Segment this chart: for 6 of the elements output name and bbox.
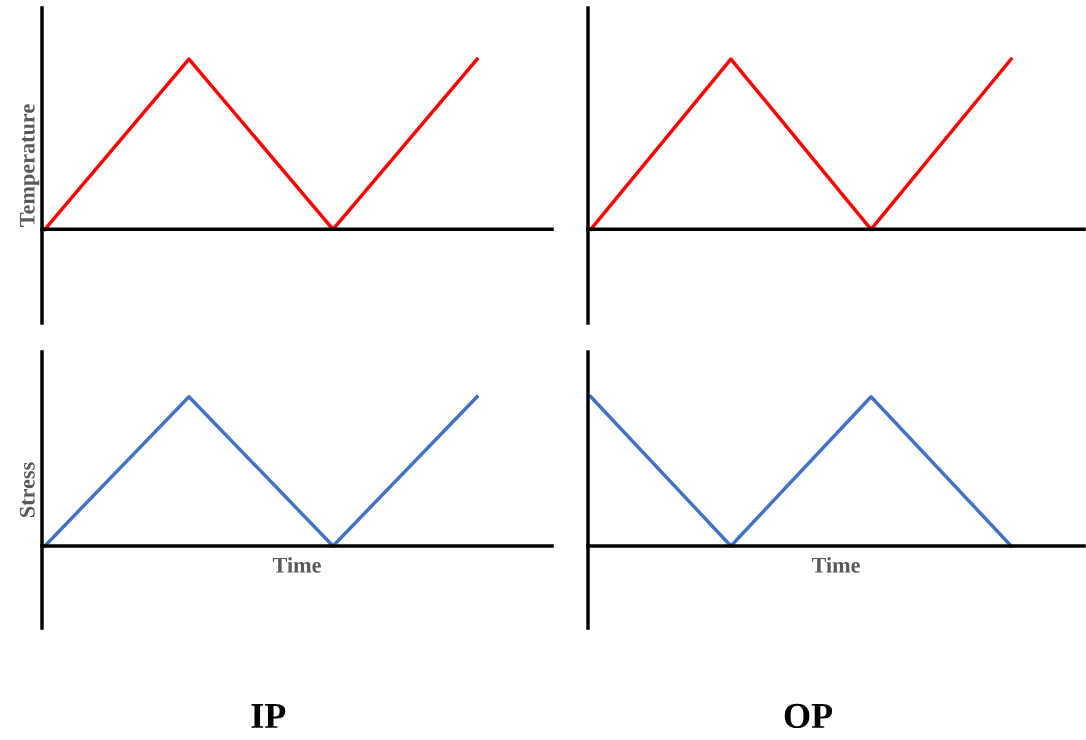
y-axis-title: Stress <box>19 462 35 518</box>
y-axis-title: Temperature <box>19 104 40 227</box>
x-axis-title: Time <box>272 557 321 573</box>
text: IP <box>251 704 286 728</box>
text: OP <box>784 703 833 729</box>
x-axis-title: Time <box>811 557 860 573</box>
